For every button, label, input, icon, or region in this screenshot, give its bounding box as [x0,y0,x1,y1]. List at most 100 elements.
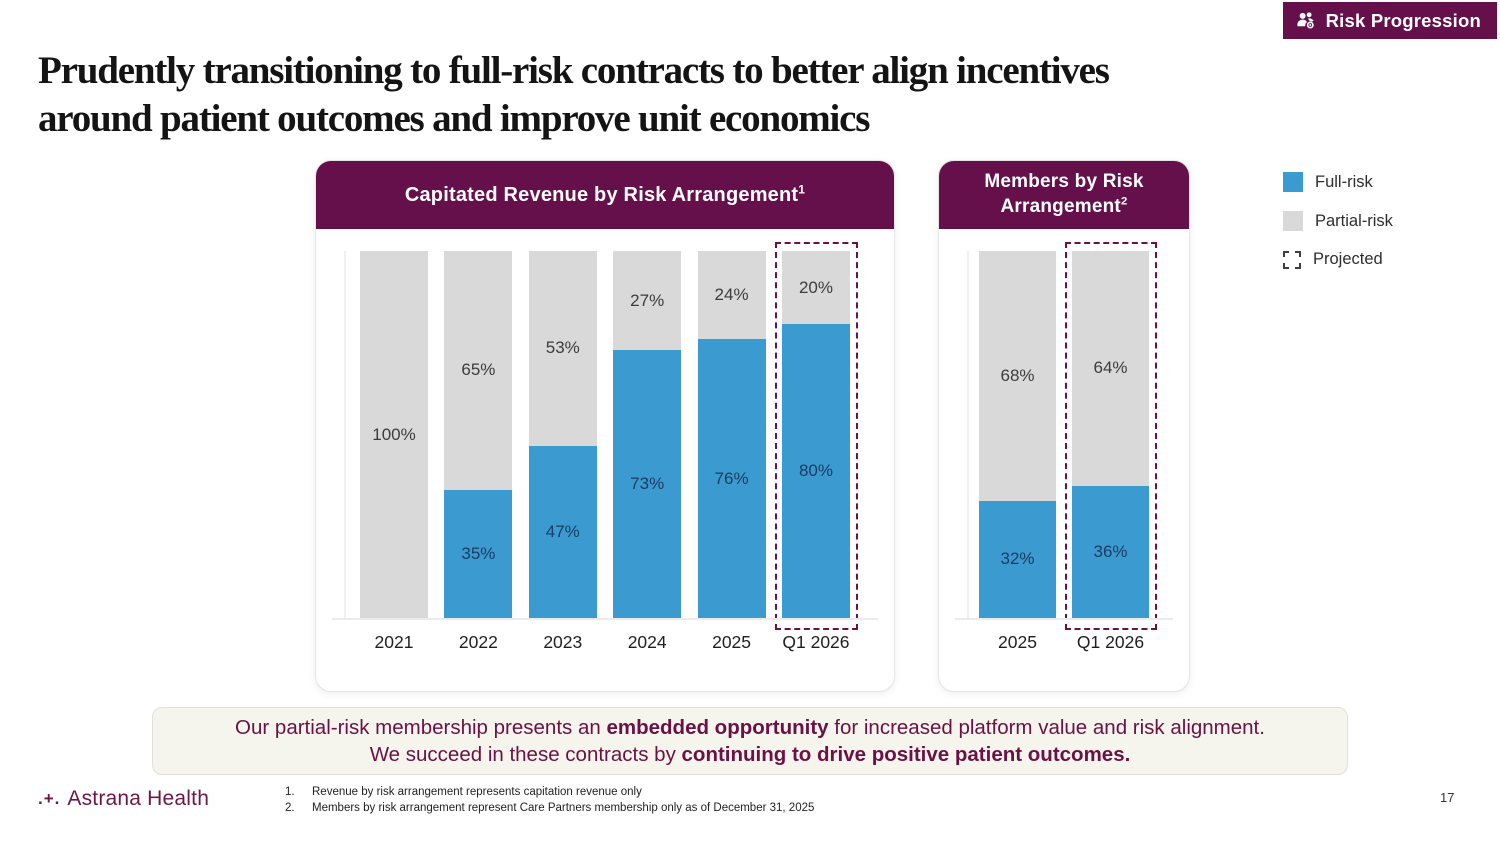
members-plot: 68% 32% 64% 36% 2025 Q1 2026 [939,229,1189,653]
callout-text-bold: continuing to drive positive patient out… [681,743,1131,766]
category-labels-row: 2021 2022 2023 2024 2025 Q1 2026 [360,632,850,653]
members-chart-title: Members by Risk Arrangement [984,171,1144,217]
full-risk-segment: 47% [528,445,597,618]
value-label: 80% [798,461,833,481]
legend-item-full-risk: Full-risk [1283,172,1393,192]
value-label: 24% [714,285,749,305]
legend-item-partial-risk: Partial-risk [1283,211,1393,231]
callout-text-bold: embedded opportunity [606,715,829,739]
value-label: 32% [1000,549,1035,569]
risk-progression-badge: Risk Progression [1282,2,1497,39]
value-label: 53% [545,338,580,358]
page-title-line-2: around patient outcomes and improve unit… [38,97,870,141]
stacked-bar-q1-2026: 20% 80% [774,242,858,630]
bars-row: 100% 65% 35% 53% 47% 27% 73% 24% 76% 20% 80% [360,242,858,630]
stacked-bar-q1-2026: 64% 36% [1065,242,1157,630]
callout-box: Our partial-risk membership presents an … [152,707,1348,775]
members-chart-card: Members by Risk Arrangement2 68% 32% 64% 36… [938,160,1190,692]
value-label: 20% [798,277,833,297]
capitated-revenue-chart-card: Capitated Revenue by Risk Arrangement1 1… [315,160,895,692]
full-risk-segment: 36% [1072,485,1149,618]
capitated-revenue-plot: 100% 65% 35% 53% 47% 27% 73% 24% 76% 20% 80% 2021 2… [316,229,894,653]
partial-risk-segment: 65% [444,251,513,490]
capitated-revenue-chart-title: Capitated Revenue by Risk Arrangement [404,183,799,206]
value-label: 36% [1093,541,1128,561]
callout-text: We succeed in these contracts by [369,743,682,766]
stacked-bar-2022: 65% 35% [444,251,513,618]
x-tick-label-2023: 2023 [543,632,583,652]
astrana-health-logo: .+. Astrana Health [38,787,209,811]
partial-risk-segment: 64% [1072,251,1149,486]
y-axis-line [967,251,969,618]
value-label: 100% [372,424,416,444]
page-number: 17 [1440,790,1455,805]
logo-text: Astrana Health [67,787,210,810]
footnote-number: 1. [285,786,295,798]
value-label: 76% [714,468,749,488]
stacked-bar-2025: 68% 32% [979,251,1056,618]
partial-risk-segment: 53% [528,251,597,446]
partial-risk-segment: 20% [781,251,850,325]
page-title: Prudently transitioning to full-risk con… [38,47,1438,144]
full-risk-segment: 32% [979,500,1056,618]
legend-label-projected: Projected [1313,250,1383,268]
stacked-bar-2021: 100% [360,251,428,618]
value-label: 35% [461,543,496,563]
value-label: 27% [630,290,665,310]
footnote-number: 2. [285,802,295,814]
people-group-icon [1294,9,1317,32]
projected-swatch-icon [1283,250,1301,269]
full-risk-segment: 35% [444,489,513,618]
footnote-ref-1: 1 [798,181,806,196]
capitated-revenue-chart-header: Capitated Revenue by Risk Arrangement1 [316,161,894,229]
full-risk-segment: 73% [613,350,682,618]
x-axis-line [955,618,1173,620]
value-label: 47% [545,521,580,541]
footnote-text: Members by risk arrangement represent Ca… [312,802,815,814]
chart-legend: Full-risk Partial-risk Projected [1283,172,1393,288]
value-label: 68% [1000,365,1035,385]
bars-row: 68% 32% 64% 36% [979,242,1157,630]
badge-label: Risk Progression [1325,9,1481,31]
full-risk-swatch-icon [1283,172,1303,192]
x-tick-label-2021: 2021 [374,632,414,652]
footnotes: 1. Revenue by risk arrangement represent… [285,786,814,818]
callout-line-1: Our partial-risk membership presents an … [235,714,1265,741]
x-tick-label-q1-2026: Q1 2026 [782,632,850,652]
full-risk-segment: 76% [697,339,766,618]
legend-label-full-risk: Full-risk [1315,172,1373,191]
stacked-bar-2024: 27% 73% [613,251,682,618]
page-title-line-1: Prudently transitioning to full-risk con… [38,49,1110,92]
callout-text: for increased platform value and risk al… [828,715,1265,739]
x-tick-label-2024: 2024 [627,632,667,652]
value-label: 64% [1093,358,1128,378]
partial-risk-segment: 100% [360,251,428,618]
footnote-1: 1. Revenue by risk arrangement represent… [285,786,814,798]
x-tick-label-q1-2026: Q1 2026 [1076,632,1145,652]
value-label: 65% [461,360,496,380]
y-axis-line [344,251,346,618]
stacked-bar-2025: 24% 76% [697,251,766,618]
legend-label-partial-risk: Partial-risk [1315,211,1393,230]
footnote-ref-2: 2 [1120,195,1128,208]
x-axis-line [332,618,878,620]
x-tick-label-2025: 2025 [998,632,1037,652]
full-risk-segment: 80% [781,324,850,618]
footnote-2: 2. Members by risk arrangement represent… [285,802,814,814]
partial-risk-segment: 24% [697,251,766,340]
callout-line-2: We succeed in these contracts by continu… [370,741,1131,768]
x-tick-label-2025: 2025 [712,632,752,652]
footnote-text: Revenue by risk arrangement represents c… [312,786,642,798]
partial-risk-segment: 27% [613,251,682,351]
partial-risk-segment: 68% [979,251,1056,501]
members-chart-header: Members by Risk Arrangement2 [939,161,1189,229]
sparkle-mark-icon: .+. [38,789,61,808]
category-labels-row: 2025 Q1 2026 [979,632,1149,653]
x-tick-label-2022: 2022 [458,632,498,652]
callout-text: Our partial-risk membership presents an [235,715,607,739]
stacked-bar-2023: 53% 47% [528,251,597,618]
value-label: 73% [630,474,665,494]
partial-risk-swatch-icon [1283,211,1303,231]
legend-item-projected: Projected [1283,250,1393,269]
